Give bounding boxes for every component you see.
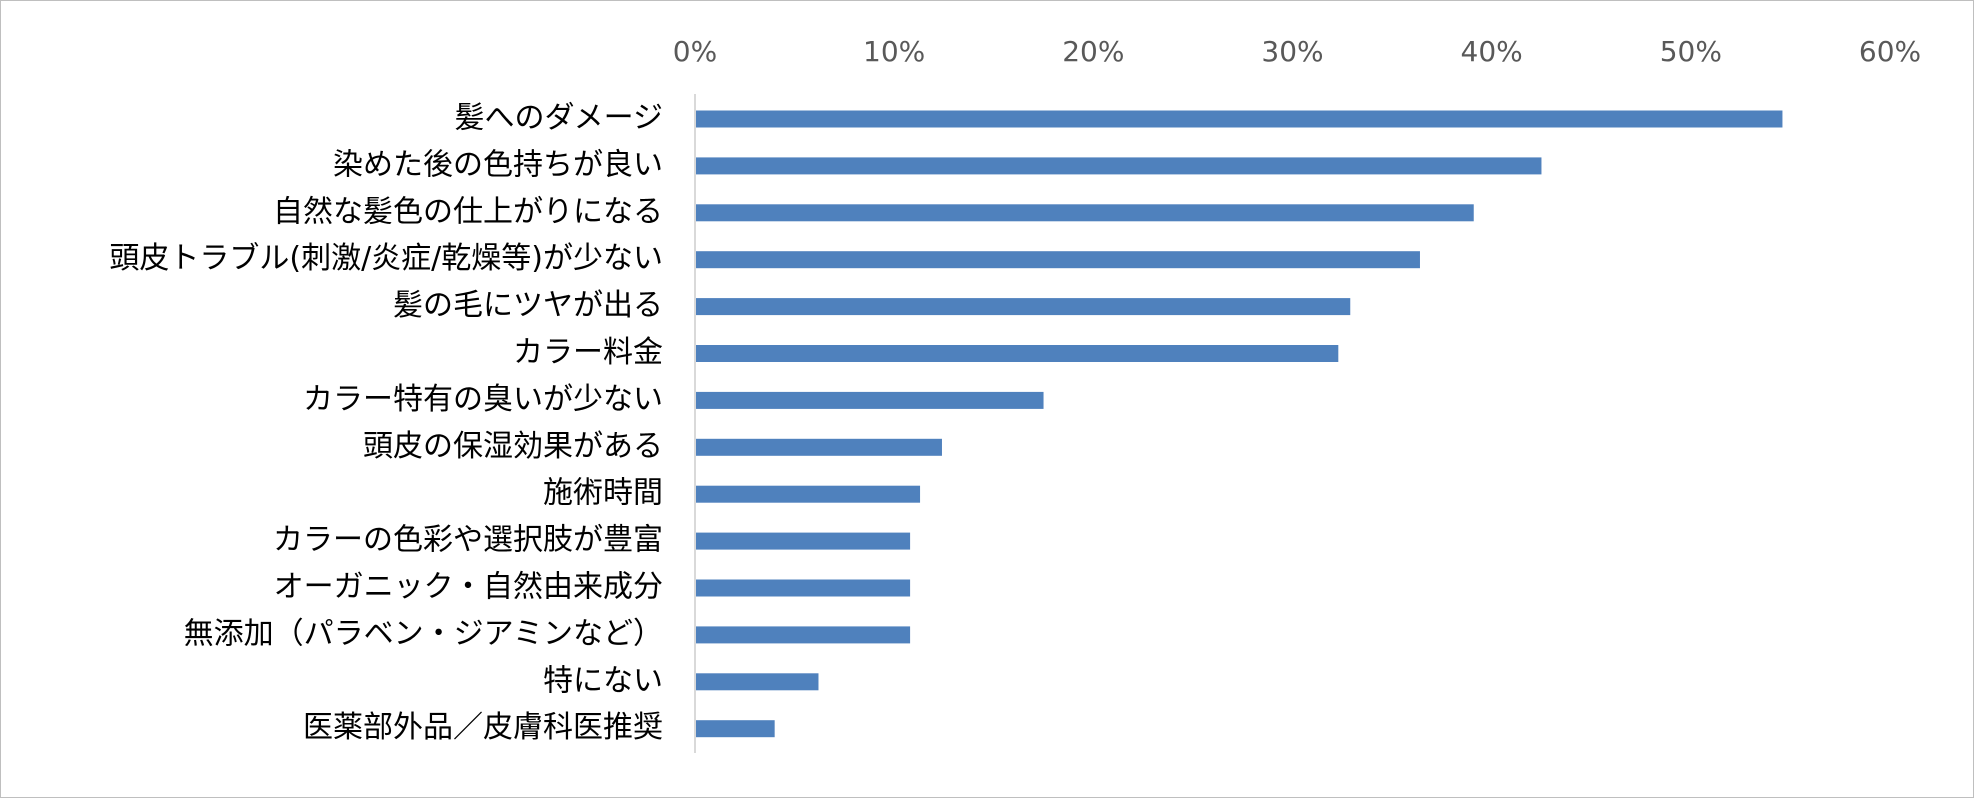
x-axis-ticks: 0% 10% 20% 30% 40% 50% 60%: [673, 35, 1921, 68]
category-label: 頭皮トラブル(刺激/炎症/乾燥等)が少ない: [109, 241, 663, 276]
category-label: カラーの色彩や選択肢が豊富: [273, 523, 663, 558]
bar: [696, 251, 1420, 269]
bars: [696, 110, 1783, 738]
x-tick-label: 40%: [1461, 35, 1523, 68]
category-label: 無添加（パラベン・ジアミンなど）: [184, 616, 663, 651]
category-label: 施術時間: [543, 476, 663, 511]
bar: [696, 298, 1351, 316]
x-tick-label: 60%: [1859, 35, 1921, 68]
bar: [696, 157, 1542, 175]
bar: [696, 345, 1339, 362]
bar: [696, 110, 1783, 128]
category-label: カラー料金: [513, 335, 663, 370]
x-tick-label: 30%: [1261, 35, 1323, 68]
x-tick-label: 0%: [673, 35, 717, 68]
category-label: 自然な髪色の仕上がりになる: [273, 194, 663, 229]
category-label: 髪の毛にツヤが出る: [393, 288, 663, 323]
category-label: オーガニック・自然由来成分: [274, 570, 663, 605]
category-label: カラー特有の臭いが少ない: [303, 382, 663, 417]
category-label: 特にない: [543, 663, 663, 698]
category-label: 頭皮の保湿効果がある: [363, 429, 663, 464]
x-tick-label: 50%: [1660, 35, 1722, 68]
bar: [696, 204, 1474, 222]
category-label: 医薬部外品／皮膚科医推奨: [303, 710, 663, 745]
bar: [696, 673, 819, 691]
bar: [696, 579, 911, 597]
bar: [696, 532, 911, 550]
bar: [696, 391, 1044, 409]
bar: [696, 438, 942, 456]
x-tick-label: 10%: [863, 35, 925, 68]
x-tick-label: 20%: [1062, 35, 1124, 68]
category-label: 髪へのダメージ: [455, 101, 664, 136]
bar: [696, 720, 775, 738]
category-label: 染めた後の色持ちが良い: [333, 147, 663, 182]
bar: [696, 485, 921, 503]
bar: [696, 626, 911, 644]
category-labels: 髪へのダメージ染めた後の色持ちが良い自然な髪色の仕上がりになる頭皮トラブル(刺激…: [109, 101, 663, 746]
